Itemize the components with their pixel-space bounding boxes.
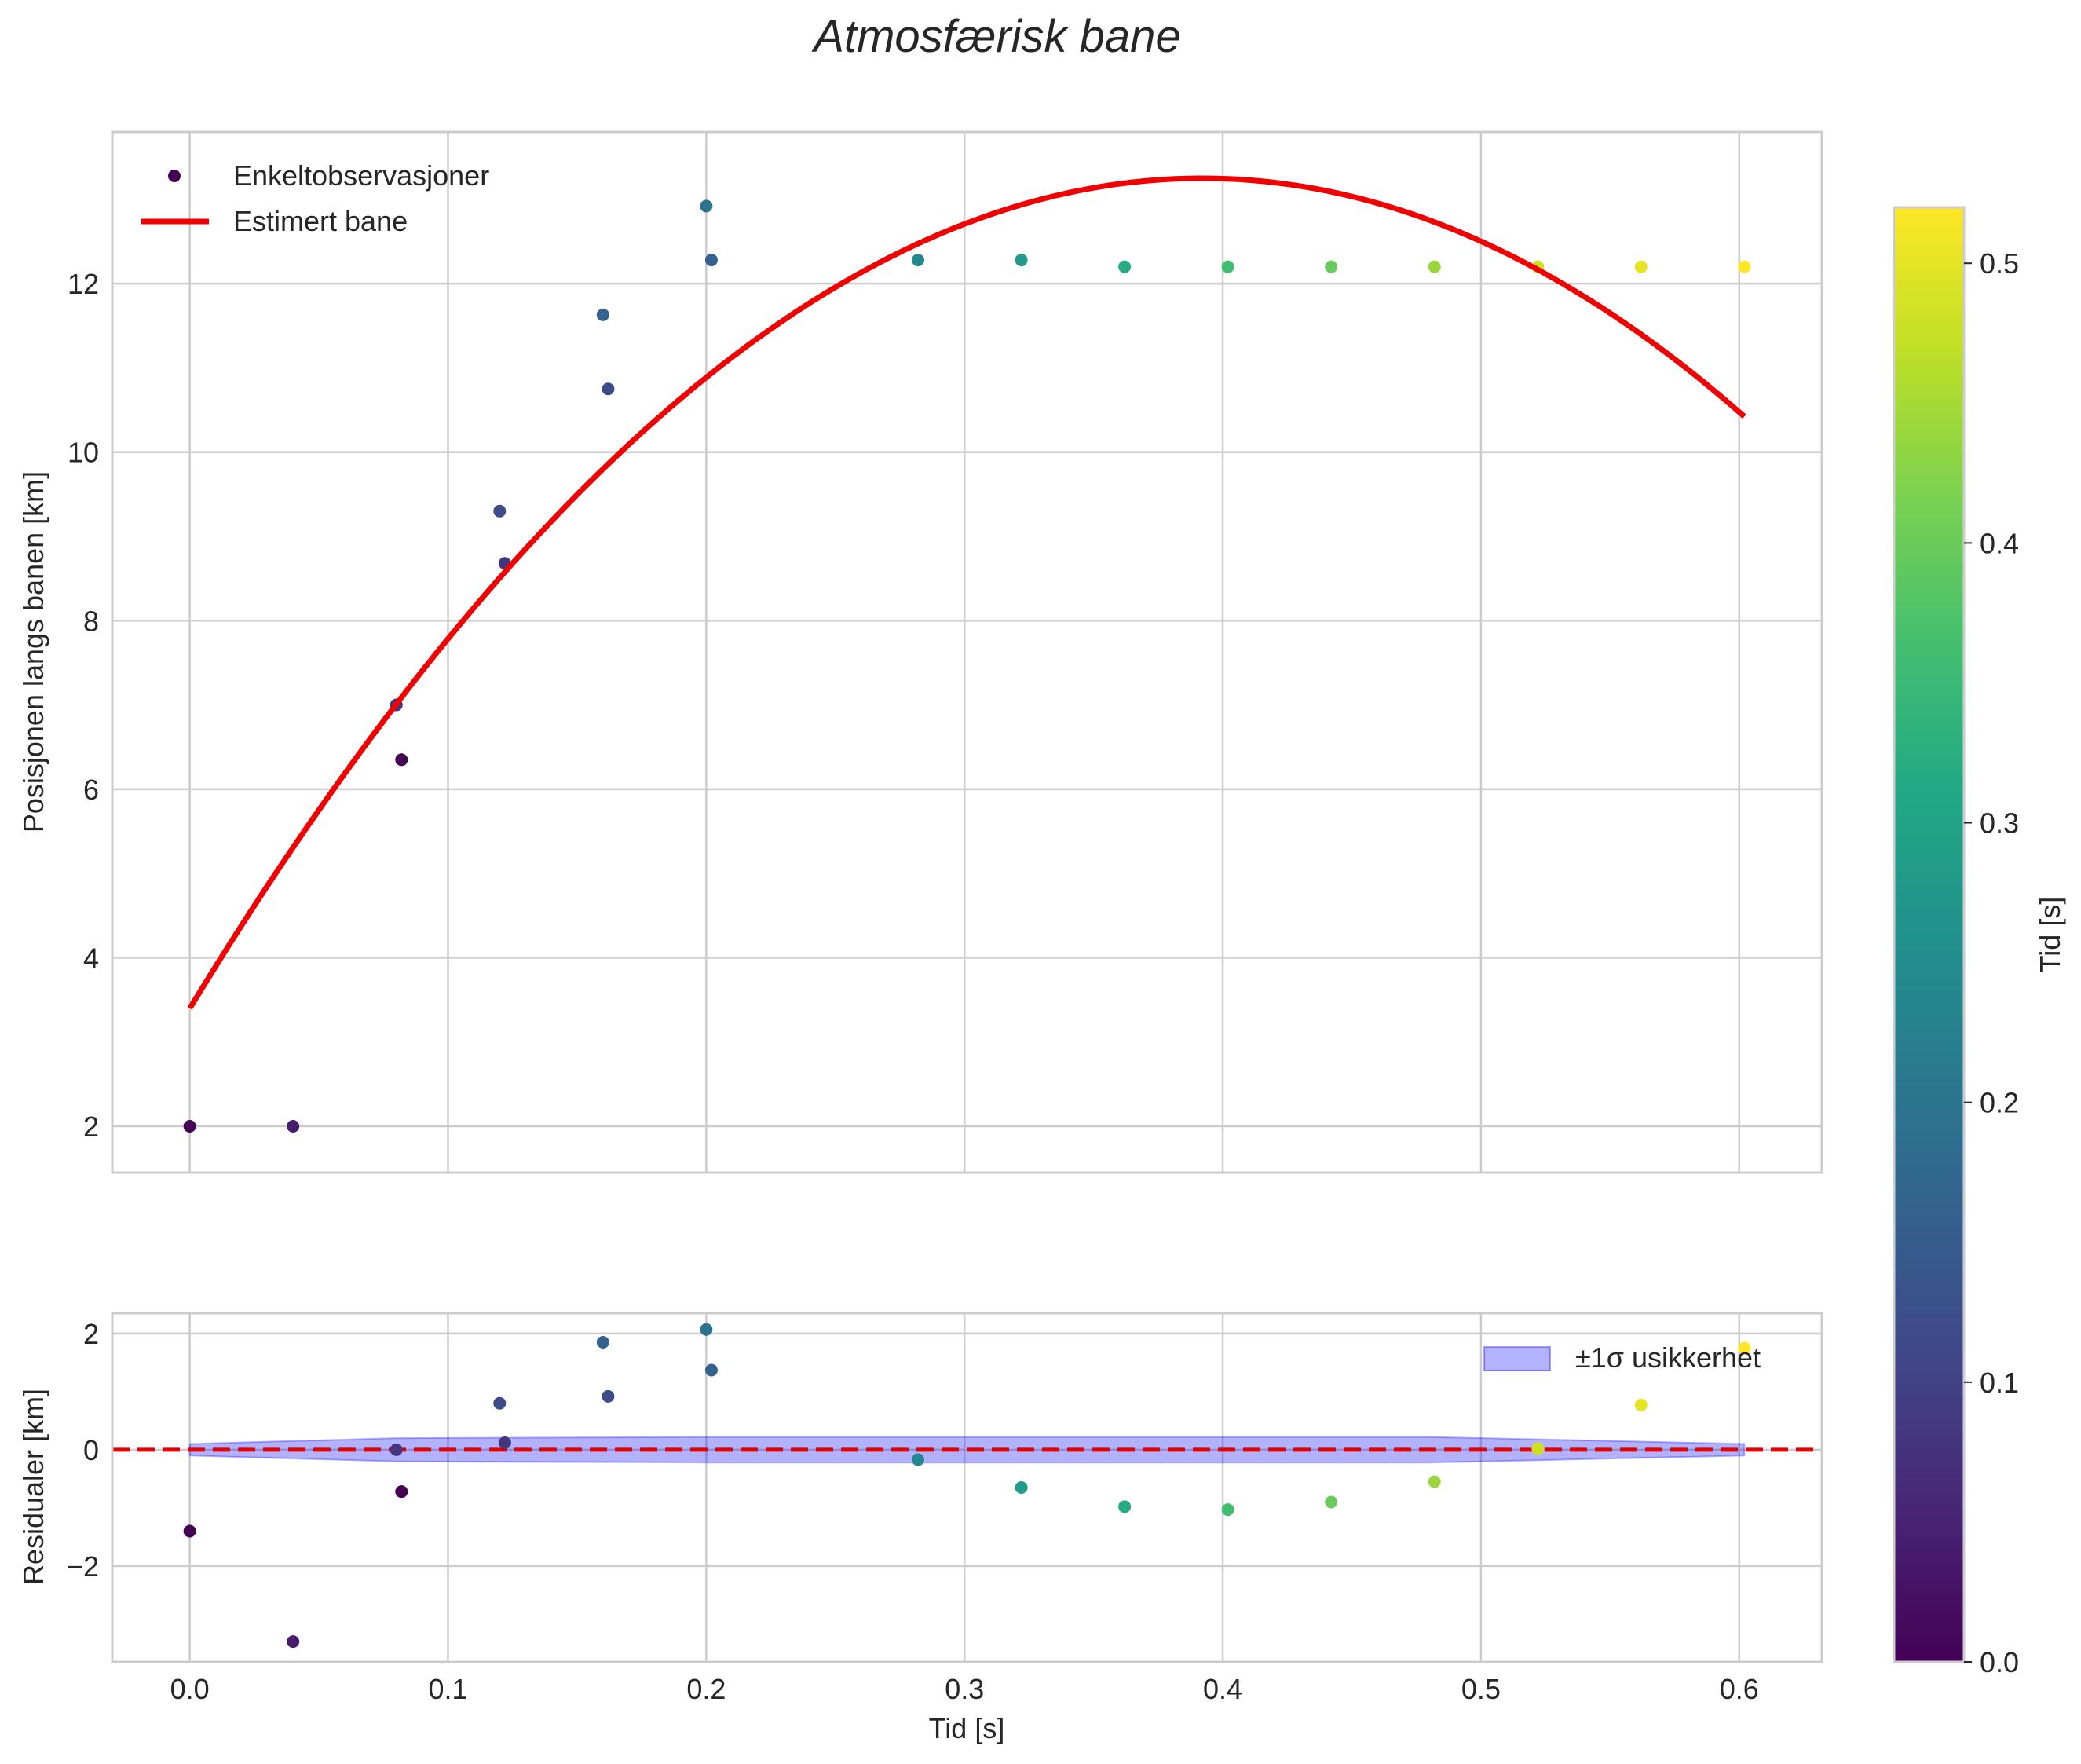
residual-point xyxy=(1015,1481,1028,1494)
residual-point xyxy=(704,1363,718,1377)
fit-curve xyxy=(187,175,1746,1010)
observation-point xyxy=(912,254,925,267)
xtick-label: 0.0 xyxy=(170,1673,210,1705)
xtick-label: 0.4 xyxy=(1203,1673,1242,1705)
top-panel-frame xyxy=(111,130,1823,1174)
colorbar-label: Tid [s] xyxy=(2034,897,2066,973)
residual-point xyxy=(602,1389,615,1403)
residual-point xyxy=(700,1323,713,1336)
chart-title: Atmosfærisk bane xyxy=(811,11,1180,62)
residual-point xyxy=(1531,1442,1545,1455)
legend-label-fit: Estimert bane xyxy=(233,205,408,237)
colorbar-tick-label: 0.1 xyxy=(1980,1367,2019,1399)
residual-point xyxy=(596,1336,609,1349)
top-yticks: 2 4 6 8 10 12 xyxy=(68,268,99,1143)
observation-point xyxy=(493,504,507,518)
colorbar-tick-label: 0.5 xyxy=(1980,247,2019,280)
residual-point xyxy=(1634,1398,1648,1411)
observation-point xyxy=(1221,260,1234,273)
colorbar-tick-label: 0.2 xyxy=(1980,1087,2019,1119)
observation-point xyxy=(1015,254,1028,267)
residual-point xyxy=(498,1436,511,1450)
bottom-ytick-label: 2 xyxy=(83,1318,99,1350)
colorbar-gradient xyxy=(1893,206,1966,1663)
observation-point xyxy=(596,308,609,321)
residual-point xyxy=(493,1396,507,1410)
residual-point xyxy=(1221,1503,1234,1517)
colorbar: 0.0 0.1 0.2 0.3 0.4 0.5 Tid [s] xyxy=(1893,206,2066,1678)
top-ytick-label: 6 xyxy=(83,774,99,806)
xtick-label: 0.3 xyxy=(945,1673,984,1705)
bottom-panel-frame xyxy=(111,1312,1823,1663)
residual-point xyxy=(395,1485,408,1499)
legend-label-observations: Enkeltobservasjoner xyxy=(233,159,489,192)
bottom-legend: ±1σ usikkerhet xyxy=(1483,1341,1761,1374)
legend-marker-observations xyxy=(168,170,181,182)
bottom-points xyxy=(183,1323,1751,1649)
top-ylabel: Posisjonen langs banen [km] xyxy=(17,471,49,833)
xticks: 0.0 0.1 0.2 0.3 0.4 0.5 0.6 xyxy=(170,1673,1759,1705)
colorbar-tick-label: 0.3 xyxy=(1980,807,2019,840)
xtick-label: 0.5 xyxy=(1461,1673,1501,1705)
residual-point xyxy=(1325,1495,1338,1509)
observation-point xyxy=(395,753,408,767)
observation-point xyxy=(183,1119,196,1133)
residual-point xyxy=(1118,1500,1132,1513)
residual-point xyxy=(1428,1475,1441,1488)
residual-point xyxy=(183,1524,196,1538)
xtick-label: 0.1 xyxy=(428,1673,467,1705)
colorbar-tick-label: 0.4 xyxy=(1980,527,2019,559)
bottom-panel: −2 0 2 0.0 0.1 0.2 0.3 0.4 0.5 0.6 Residualer [k… xyxy=(17,1312,1823,1744)
bottom-ytick-label: −2 xyxy=(67,1550,99,1583)
bottom-panel-background xyxy=(112,1313,1822,1662)
observation-point xyxy=(704,254,718,267)
x-axis-label: Tid [s] xyxy=(929,1712,1005,1744)
colorbar-tick-label: 0.0 xyxy=(1980,1646,2019,1678)
top-panel-background xyxy=(112,132,1822,1173)
residual-point xyxy=(912,1453,925,1466)
legend-label-uncertainty: ±1σ usikkerhet xyxy=(1575,1341,1761,1374)
observation-point xyxy=(1428,260,1441,273)
xtick-label: 0.2 xyxy=(686,1673,726,1705)
observation-point xyxy=(287,1119,300,1133)
observation-point xyxy=(1738,260,1751,273)
colorbar-ticks: 0.0 0.1 0.2 0.3 0.4 0.5 xyxy=(1964,247,2019,1678)
observation-point xyxy=(602,382,615,396)
top-ytick-label: 12 xyxy=(68,268,99,300)
observation-point xyxy=(1118,260,1132,273)
top-ytick-label: 2 xyxy=(83,1111,99,1143)
bottom-ylabel: Residualer [km] xyxy=(17,1389,49,1585)
top-ytick-label: 4 xyxy=(83,942,99,974)
residual-point xyxy=(1738,1341,1751,1355)
top-ytick-label: 8 xyxy=(83,605,99,637)
bottom-ytick-label: 0 xyxy=(83,1434,99,1466)
top-points xyxy=(183,199,1751,1133)
residual-point xyxy=(390,1443,403,1456)
bottom-yticks: −2 0 2 xyxy=(67,1318,99,1583)
residual-point xyxy=(287,1635,300,1649)
observation-point xyxy=(700,199,713,213)
top-ytick-label: 10 xyxy=(68,437,99,469)
observation-point xyxy=(1325,260,1338,273)
top-legend: Enkeltobservasjoner Estimert bane xyxy=(141,159,489,237)
xtick-label: 0.6 xyxy=(1720,1673,1759,1705)
legend-patch-uncertainty xyxy=(1483,1346,1551,1371)
top-grid xyxy=(112,132,1822,1173)
observation-point xyxy=(1634,260,1648,273)
top-panel: 2 4 6 8 10 12 Posisjonen langs banen [km] Enk… xyxy=(17,130,1823,1174)
